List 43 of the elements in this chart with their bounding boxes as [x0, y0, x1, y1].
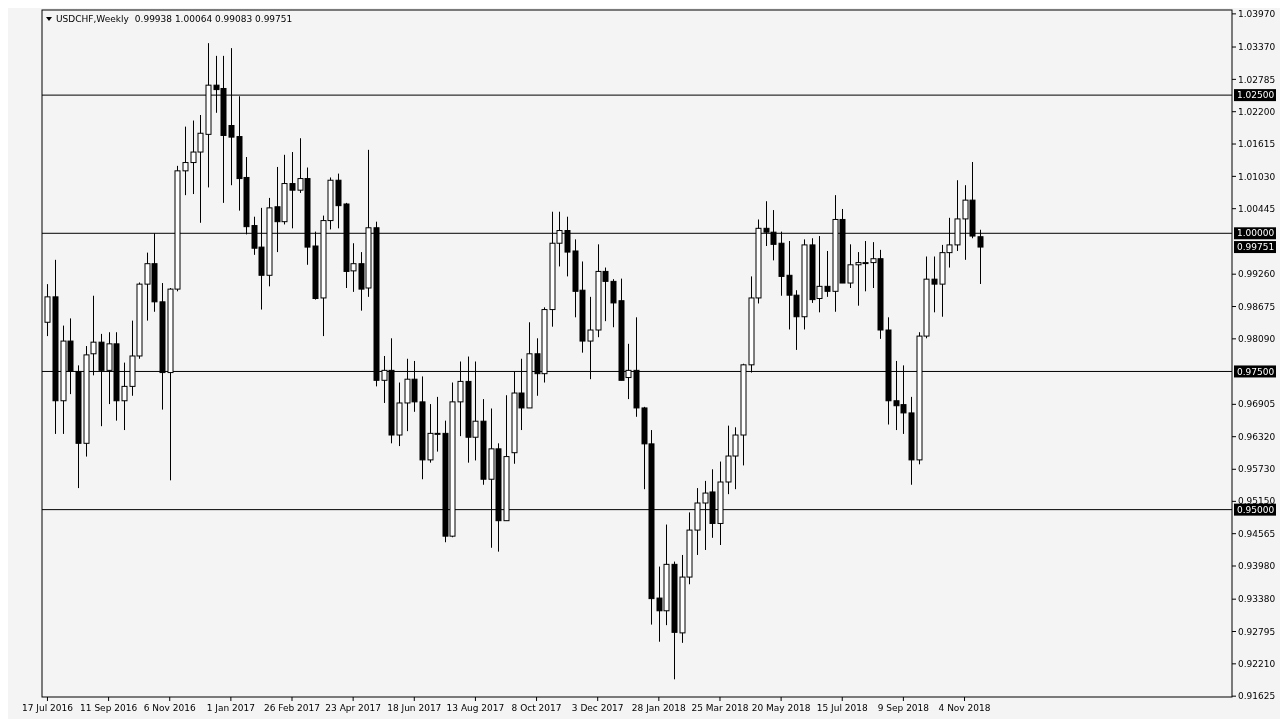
y-tick-label: 0.96905: [1238, 399, 1276, 410]
y-tick-label: 1.03970: [1238, 9, 1276, 20]
y-tick-label: 1.02200: [1238, 106, 1276, 117]
x-tick-label: 13 Aug 2017: [446, 703, 505, 713]
y-tick-label: 0.92795: [1238, 626, 1276, 637]
y-tick-label: 0.94565: [1238, 528, 1276, 539]
x-tick-label: 28 Jan 2018: [631, 703, 687, 713]
y-tick-label: 0.93380: [1238, 594, 1276, 605]
y-tick-label: 0.95730: [1238, 464, 1276, 475]
y-tick-label: 0.98090: [1238, 334, 1276, 344]
x-tick-label: 18 Jun 2017: [387, 703, 442, 713]
x-tick-label: 9 Sep 2018: [877, 703, 930, 713]
x-tick-label: 25 Mar 2018: [691, 703, 749, 713]
x-tick-label: 26 Feb 2017: [264, 703, 321, 713]
y-tick-label: 1.01615: [1238, 139, 1276, 150]
x-tick-label: 20 May 2018: [751, 703, 811, 713]
x-tick-label: 11 Sep 2016: [80, 703, 138, 713]
ref-line-label: 0.95000: [1237, 504, 1275, 515]
y-tick-label: 1.00445: [1238, 203, 1276, 214]
ref-line-label: 0.97500: [1237, 366, 1275, 377]
ref-line-label: 1.02500: [1237, 90, 1275, 101]
x-tick-label: 1 Jan 2017: [206, 703, 255, 713]
x-tick-label: 6 Nov 2016: [143, 703, 196, 713]
y-tick-label: 0.95150: [1238, 496, 1276, 507]
x-tick-label: 4 Nov 2018: [938, 703, 991, 713]
y-tick-label: 0.93980: [1238, 561, 1276, 572]
x-tick-label: 15 Jul 2018: [816, 703, 868, 713]
y-tick-label: 0.99260: [1238, 269, 1276, 280]
y-tick-label: 1.01030: [1238, 171, 1276, 182]
y-tick-label: 0.98675: [1238, 301, 1276, 312]
y-tick-label: 0.91625: [1238, 691, 1276, 702]
text: 0.99938 1.00064 0.99083 0.99751: [134, 14, 293, 24]
text: USDCHF,Weekly: [56, 14, 130, 24]
text: 0.99751: [1237, 242, 1275, 253]
ref-line-label: 1.00000: [1237, 228, 1275, 239]
y-tick-label: 1.03370: [1238, 42, 1276, 53]
x-tick-label: 8 Oct 2017: [511, 703, 562, 713]
y-tick-label: 1.02785: [1238, 74, 1276, 85]
x-tick-label: 3 Dec 2017: [571, 703, 624, 713]
y-tick-label: 0.92210: [1238, 658, 1276, 669]
x-tick-label: 23 Apr 2017: [325, 703, 381, 713]
y-tick-label: 0.96320: [1238, 431, 1276, 442]
x-tick-label: 17 Jul 2016: [21, 703, 74, 713]
